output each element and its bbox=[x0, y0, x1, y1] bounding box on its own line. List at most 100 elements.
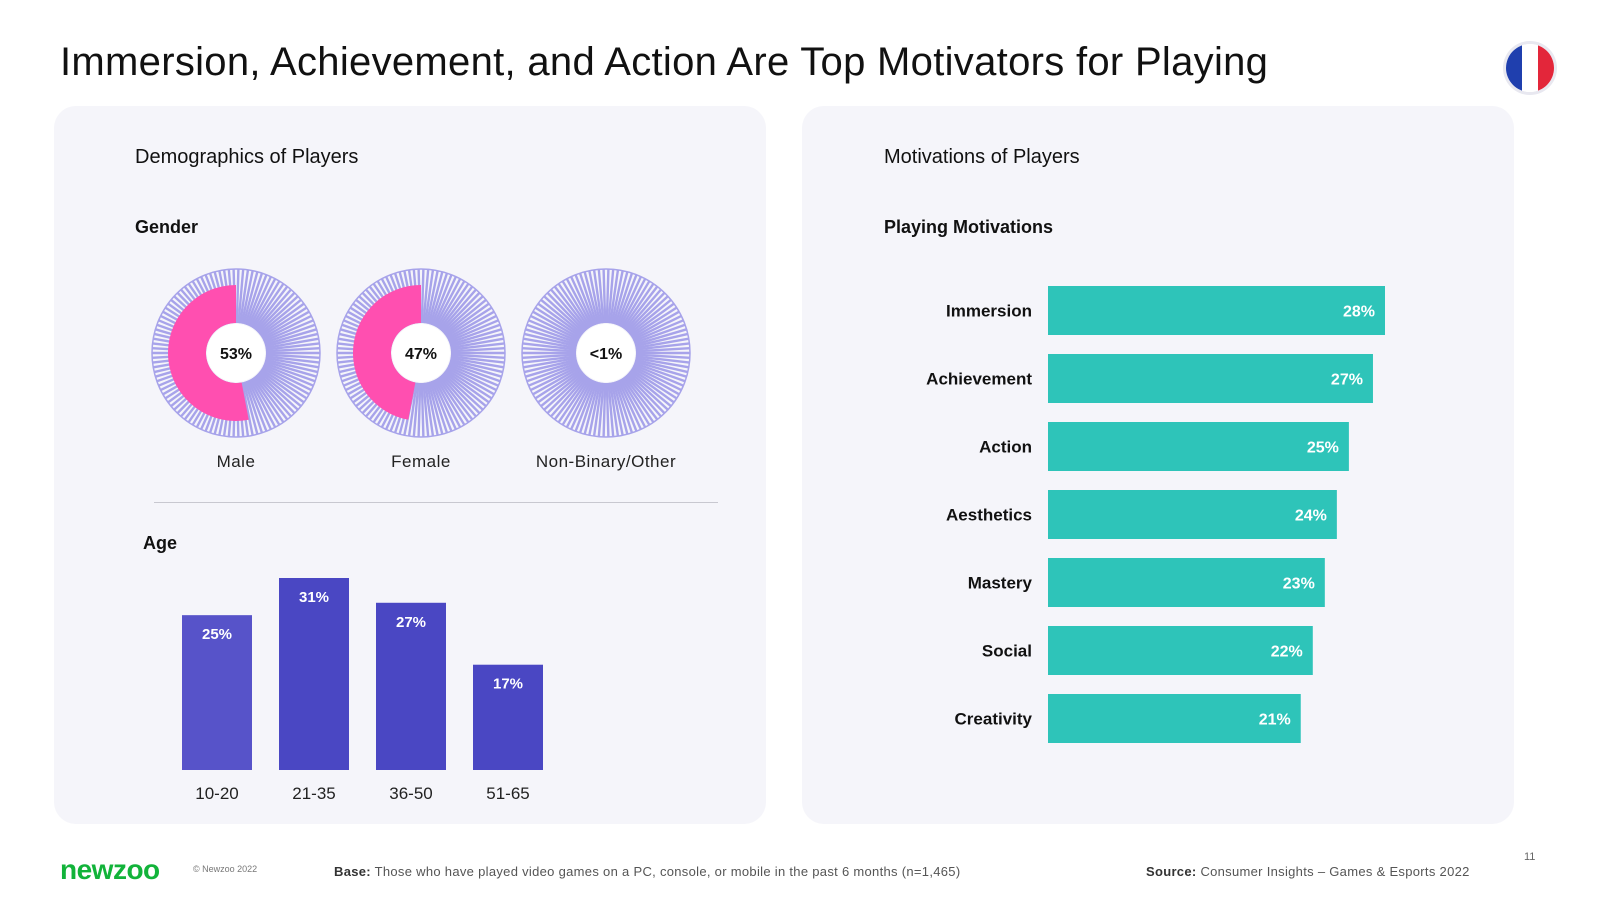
gender-label-female: Female bbox=[391, 452, 451, 471]
donut-spoke bbox=[430, 274, 453, 326]
donut-spoke bbox=[635, 342, 690, 351]
donut-spoke bbox=[235, 268, 240, 324]
donut-spoke bbox=[422, 269, 430, 324]
age-value-label: 17% bbox=[493, 676, 523, 693]
age-bar bbox=[376, 602, 446, 770]
motivation-bar bbox=[1048, 694, 1301, 743]
donut-spoke bbox=[557, 282, 591, 329]
donut-spoke bbox=[254, 288, 292, 332]
donut-spoke bbox=[621, 377, 655, 424]
donut-spoke bbox=[447, 365, 497, 392]
donut-spoke bbox=[442, 372, 484, 411]
donut-spoke bbox=[265, 342, 320, 351]
donut-value-label: 53% bbox=[220, 346, 252, 363]
donut-spoke bbox=[610, 382, 624, 436]
donut-spoke bbox=[259, 302, 305, 337]
donut-spoke bbox=[407, 382, 418, 437]
donut-outline bbox=[336, 268, 506, 438]
donut-spoke bbox=[259, 369, 305, 404]
donut-spoke bbox=[525, 360, 578, 378]
donut-spoke bbox=[432, 276, 457, 327]
donut-spoke bbox=[550, 288, 588, 332]
donut-spoke bbox=[261, 366, 310, 396]
donut-spoke bbox=[265, 356, 319, 369]
donut-spoke bbox=[422, 382, 430, 437]
flag-stripe-white bbox=[1522, 44, 1538, 92]
donut-spoke bbox=[602, 268, 607, 324]
donut-spoke bbox=[522, 353, 577, 359]
donut-spoke bbox=[631, 366, 680, 396]
gender-heading: Gender bbox=[135, 217, 199, 237]
donut-spoke bbox=[632, 314, 682, 341]
donut-spoke bbox=[449, 360, 502, 378]
donut-spoke bbox=[597, 382, 605, 437]
donut-spoke bbox=[583, 381, 600, 435]
demographics-heading: Demographics of Players bbox=[135, 146, 359, 168]
donut-spoke bbox=[578, 272, 598, 325]
flag-stripe-blue bbox=[1506, 44, 1522, 92]
donut-spoke bbox=[534, 368, 582, 400]
motivation-value-label: 25% bbox=[1307, 440, 1339, 457]
donut-spoke bbox=[420, 382, 425, 438]
donut-spoke bbox=[565, 278, 594, 328]
donut-spoke bbox=[425, 382, 439, 436]
donut-spoke bbox=[264, 358, 319, 374]
donut-spoke bbox=[530, 314, 580, 341]
donut-spoke bbox=[438, 285, 474, 330]
motivation-bar bbox=[1048, 354, 1373, 403]
donut-spoke bbox=[448, 363, 499, 387]
age-value-label: 31% bbox=[299, 589, 329, 606]
donut-spoke bbox=[621, 282, 655, 329]
donut-spoke bbox=[412, 382, 420, 437]
donut-spoke bbox=[427, 271, 444, 325]
donut-spoke bbox=[443, 298, 487, 335]
gender-label-male: Male bbox=[216, 452, 256, 471]
donut-spoke bbox=[626, 373, 666, 415]
donut-spoke bbox=[557, 377, 591, 424]
donut-spoke bbox=[450, 347, 505, 353]
donut-spoke bbox=[633, 319, 684, 343]
donut-spoke bbox=[628, 371, 672, 408]
donut-spoke bbox=[449, 328, 502, 346]
donut-spoke bbox=[242, 271, 259, 325]
base-note: Base: Those who have played video games … bbox=[334, 864, 960, 879]
page-number: 11 bbox=[1524, 851, 1536, 863]
donut-spoke bbox=[448, 319, 499, 343]
donut-spoke bbox=[523, 332, 578, 348]
gender-donut-nonbinary: <1% bbox=[521, 268, 691, 438]
motivation-category-label: Social bbox=[982, 642, 1032, 661]
donut-spoke bbox=[602, 382, 607, 438]
donut-spoke bbox=[546, 373, 586, 415]
donut-spoke bbox=[240, 270, 254, 324]
donut-spoke bbox=[553, 285, 589, 330]
donut-spoke bbox=[635, 356, 689, 369]
donut-spoke bbox=[597, 269, 605, 324]
donut-spoke bbox=[561, 378, 592, 426]
donut-spoke bbox=[522, 355, 577, 364]
source-note: Source: Consumer Insights – Games & Espo… bbox=[1146, 864, 1470, 879]
donut-spoke bbox=[528, 319, 579, 343]
donut-spoke bbox=[265, 347, 320, 353]
donut-spoke bbox=[262, 314, 312, 341]
motivation-category-label: Mastery bbox=[968, 574, 1033, 593]
donut-spoke bbox=[629, 302, 675, 337]
motivations-heading: Motivations of Players bbox=[884, 146, 1080, 168]
flag-stripe-red bbox=[1538, 44, 1554, 92]
donut-spoke bbox=[245, 380, 268, 432]
donut-spoke bbox=[445, 306, 493, 338]
donut-spoke bbox=[263, 363, 314, 387]
donut-value-label: 47% bbox=[405, 346, 437, 363]
motivation-value-label: 24% bbox=[1295, 508, 1327, 525]
age-heading: Age bbox=[143, 533, 178, 553]
copyright-text: © Newzoo 2022 bbox=[193, 864, 258, 874]
donut-spoke bbox=[239, 269, 250, 324]
donut-spoke bbox=[424, 382, 435, 437]
donut-spoke bbox=[263, 319, 314, 343]
motivation-value-label: 23% bbox=[1283, 576, 1315, 593]
donut-spoke bbox=[627, 372, 669, 411]
donut-spoke bbox=[251, 282, 285, 329]
donut-spoke bbox=[540, 298, 584, 335]
donut-spoke bbox=[522, 342, 577, 351]
donut-spoke bbox=[624, 374, 662, 418]
donut-spoke bbox=[634, 332, 689, 348]
